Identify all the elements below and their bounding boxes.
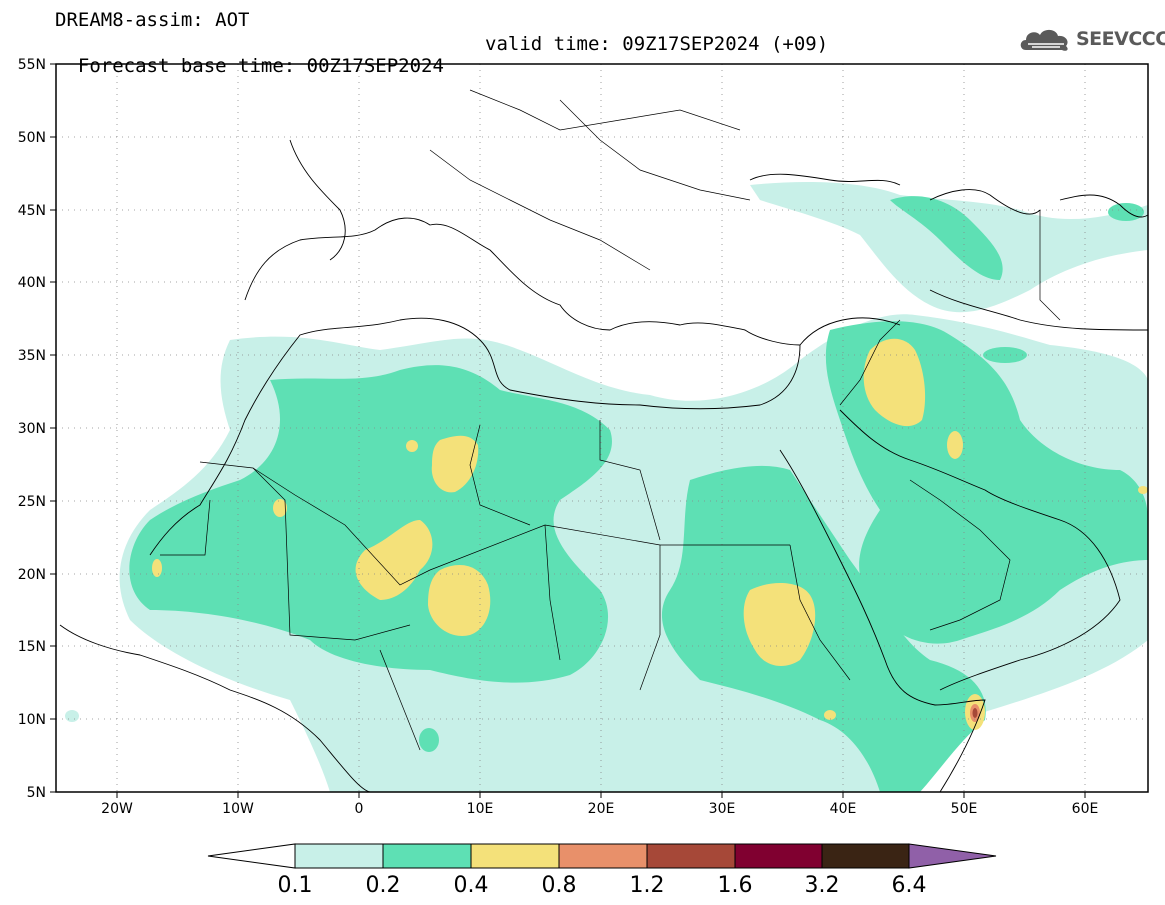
colorbar-swatch (382, 843, 472, 869)
aot-band-1.2 (972, 708, 978, 718)
lon-label: 60E (1072, 801, 1099, 817)
lat-label: 55N (18, 57, 46, 73)
colorbar-swatch (558, 843, 648, 869)
colorbar (207, 843, 997, 869)
base-time: Forecast base time: 00Z17SEP2024 (77, 55, 444, 77)
tick-marks (50, 63, 1086, 798)
lon-label: 20E (588, 801, 615, 817)
lat-label: 25N (18, 494, 46, 510)
valid-time: valid time: 09Z17SEP2024 (+09) (485, 33, 829, 55)
colorbar-high-triangle (908, 843, 997, 869)
colorbar-swatch (734, 843, 823, 869)
lat-label: 40N (18, 275, 46, 291)
colorbar-low-triangle (207, 843, 296, 869)
lat-label: 20N (18, 567, 46, 583)
borders (160, 89, 1061, 751)
colorbar-label: 0.8 (542, 873, 577, 898)
lon-label: 0 (355, 801, 364, 817)
lon-label: 10W (222, 801, 254, 817)
colorbar-swatch (646, 843, 736, 869)
lat-label: 45N (18, 203, 46, 219)
lon-label: 30E (709, 801, 736, 817)
lat-label: 15N (18, 639, 46, 655)
coastlines (59, 139, 1148, 792)
lat-label: 5N (27, 785, 46, 801)
logo-text: SEEVCCC (1076, 28, 1165, 50)
colorbar-label: 1.2 (630, 873, 665, 898)
colorbar-labels: 0.1 0.2 0.4 0.8 1.2 1.6 3.2 6.4 (278, 873, 927, 898)
lat-label: 35N (18, 348, 46, 364)
forecast-times: Forecast base time: 00Z17SEP2024 valid t… (55, 33, 828, 99)
colorbar-label: 6.4 (892, 873, 927, 898)
lat-labels: 55N 50N 45N 40N 35N 30N 25N 20N 15N 10N … (18, 57, 46, 801)
lon-label: 10E (467, 801, 494, 817)
colorbar-label: 0.2 (366, 873, 401, 898)
seevccc-logo: SEEVCCC (1018, 24, 1165, 56)
colorbar-label: 0.4 (454, 873, 489, 898)
lon-label: 20W (101, 801, 133, 817)
lon-label: 50E (951, 801, 978, 817)
lat-label: 50N (18, 130, 46, 146)
aot-band-0.4 (152, 338, 1148, 730)
colorbar-label: 0.1 (278, 873, 313, 898)
aot-shading (65, 182, 1148, 792)
colorbar-swatch (470, 843, 560, 869)
lat-label: 30N (18, 421, 46, 437)
colorbar-label: 1.6 (718, 873, 753, 898)
cloud-icon (1020, 29, 1068, 51)
lon-label: 40E (830, 801, 857, 817)
colorbar-swatch (821, 843, 910, 869)
colorbar-swatch (294, 843, 384, 869)
colorbar-label: 3.2 (805, 873, 840, 898)
lon-labels: 20W 10W 0 10E 20E 30E 40E 50E 60E (101, 801, 1098, 817)
lat-label: 10N (18, 712, 46, 728)
map-title: DREAM8-assim: AOT (55, 9, 250, 31)
